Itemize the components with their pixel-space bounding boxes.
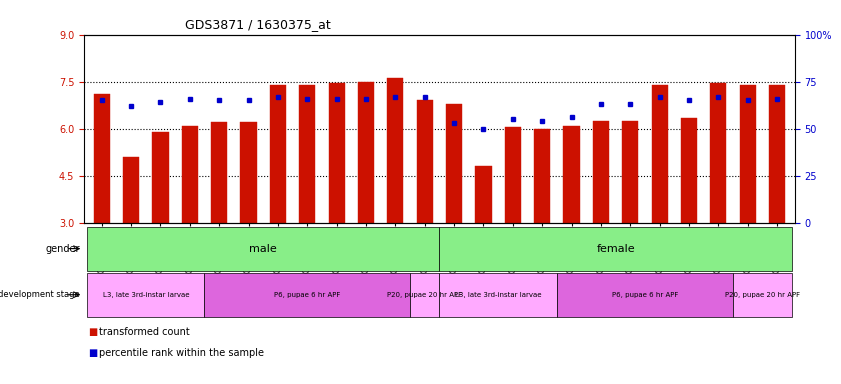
Text: ■: ■ bbox=[88, 327, 98, 337]
Text: GDS3871 / 1630375_at: GDS3871 / 1630375_at bbox=[185, 18, 331, 31]
Bar bbox=[534, 129, 550, 223]
Bar bbox=[388, 78, 404, 223]
Bar bbox=[299, 85, 315, 223]
Bar bbox=[505, 127, 521, 223]
Bar bbox=[475, 166, 491, 223]
Bar bbox=[622, 121, 638, 223]
Bar bbox=[358, 82, 374, 223]
Text: percentile rank within the sample: percentile rank within the sample bbox=[99, 348, 264, 358]
Bar bbox=[211, 122, 227, 223]
Text: transformed count: transformed count bbox=[99, 327, 190, 337]
Text: P6, pupae 6 hr APF: P6, pupae 6 hr APF bbox=[611, 292, 678, 298]
Text: P6, pupae 6 hr APF: P6, pupae 6 hr APF bbox=[274, 292, 341, 298]
Bar bbox=[711, 83, 727, 223]
Text: L3, late 3rd-instar larvae: L3, late 3rd-instar larvae bbox=[103, 292, 189, 298]
Text: male: male bbox=[249, 243, 277, 254]
Bar bbox=[329, 83, 345, 223]
Text: female: female bbox=[596, 243, 635, 254]
Bar bbox=[769, 85, 785, 223]
Text: ■: ■ bbox=[88, 348, 98, 358]
Bar bbox=[740, 85, 756, 223]
Text: L3, late 3rd-instar larvae: L3, late 3rd-instar larvae bbox=[455, 292, 542, 298]
Bar bbox=[241, 122, 257, 223]
Bar bbox=[652, 85, 668, 223]
Text: development stage: development stage bbox=[0, 290, 80, 299]
Text: gender: gender bbox=[45, 243, 80, 254]
Bar bbox=[270, 85, 286, 223]
Bar bbox=[681, 118, 697, 223]
Text: P20, pupae 20 hr APF: P20, pupae 20 hr APF bbox=[387, 292, 463, 298]
Bar bbox=[152, 132, 168, 223]
Bar bbox=[416, 101, 433, 223]
Bar bbox=[593, 121, 609, 223]
Bar bbox=[123, 157, 139, 223]
Bar bbox=[563, 126, 579, 223]
Text: P20, pupae 20 hr APF: P20, pupae 20 hr APF bbox=[725, 292, 800, 298]
Bar bbox=[93, 94, 110, 223]
Bar bbox=[182, 126, 198, 223]
Bar bbox=[446, 104, 463, 223]
